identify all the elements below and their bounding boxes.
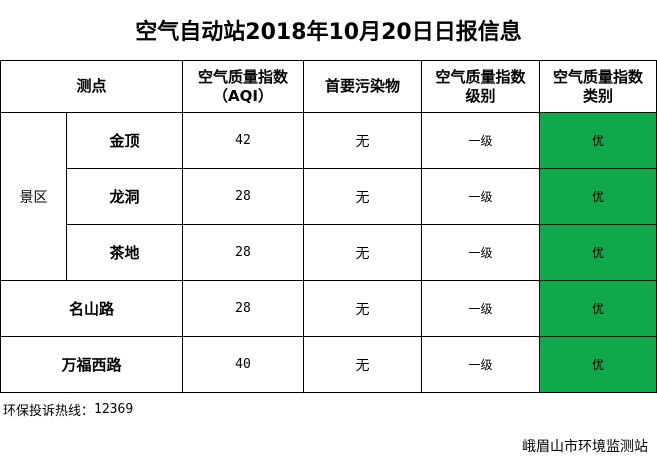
- aqi-value: 28: [182, 280, 304, 337]
- header-category: 空气质量指数 类别: [539, 60, 657, 113]
- primary-pollutant: 无: [303, 112, 422, 169]
- site-name: 龙洞: [66, 168, 183, 225]
- issuer-name: 峨眉山市环境监测站: [0, 424, 657, 468]
- header-level-line1: 空气质量指数: [435, 67, 526, 86]
- primary-pollutant: 无: [303, 280, 422, 337]
- aqi-category-badge: 优: [539, 336, 657, 393]
- aqi-level: 一级: [421, 112, 540, 169]
- hotline-number: 12369: [94, 401, 134, 417]
- aqi-level: 一级: [421, 280, 540, 337]
- aqi-level: 一级: [421, 168, 540, 225]
- header-aqi-line2: （AQI）: [213, 86, 273, 105]
- aqi-table: 测点 空气质量指数 （AQI） 首要污染物 空气质量指数 级别 空气质量指数 类…: [0, 60, 657, 393]
- header-site: 测点: [0, 60, 183, 113]
- hotline-label: 环保投诉热线：: [3, 403, 95, 419]
- header-category-line1: 空气质量指数: [552, 67, 643, 86]
- aqi-value: 28: [182, 224, 304, 281]
- header-category-line2: 类别: [582, 86, 613, 105]
- aqi-category-badge: 优: [539, 224, 657, 281]
- table-row: 龙洞 28 无 一级 优: [1, 168, 657, 225]
- header-aqi: 空气质量指数 （AQI）: [182, 60, 304, 113]
- site-name: 金顶: [66, 112, 183, 169]
- table-row: 名山路 28 无 一级 优: [0, 280, 657, 337]
- site-name: 茶地: [66, 224, 183, 281]
- aqi-category-badge: 优: [539, 168, 657, 225]
- site-name: 名山路: [0, 280, 183, 337]
- header-level: 空气质量指数 级别: [421, 60, 540, 113]
- aqi-value: 42: [182, 112, 304, 169]
- aqi-value: 28: [182, 168, 304, 225]
- header-pollutant: 首要污染物: [303, 60, 422, 113]
- report-title: 空气自动站2018年10月20日日报信息: [0, 0, 657, 60]
- table-row: 茶地 28 无 一级 优: [1, 224, 657, 281]
- site-name: 万福西路: [0, 336, 183, 393]
- primary-pollutant: 无: [303, 224, 422, 281]
- primary-pollutant: 无: [303, 168, 422, 225]
- table-row: 景区 金顶 42 无 一级 优: [0, 112, 657, 281]
- aqi-value: 40: [182, 336, 304, 393]
- aqi-category-badge: 优: [539, 280, 657, 337]
- aqi-level: 一级: [421, 336, 540, 393]
- header-row: 测点 空气质量指数 （AQI） 首要污染物 空气质量指数 级别 空气质量指数 类…: [0, 60, 657, 113]
- header-aqi-line1: 空气质量指数: [197, 67, 288, 86]
- primary-pollutant: 无: [303, 336, 422, 393]
- header-level-line2: 级别: [465, 86, 496, 105]
- table-row: 万福西路 40 无 一级 优: [0, 336, 657, 393]
- aqi-level: 一级: [421, 224, 540, 281]
- aqi-category-badge: 优: [539, 112, 657, 169]
- group-label-scenic: 景区: [0, 112, 67, 281]
- complaint-hotline: 环保投诉热线： 12369: [0, 394, 657, 424]
